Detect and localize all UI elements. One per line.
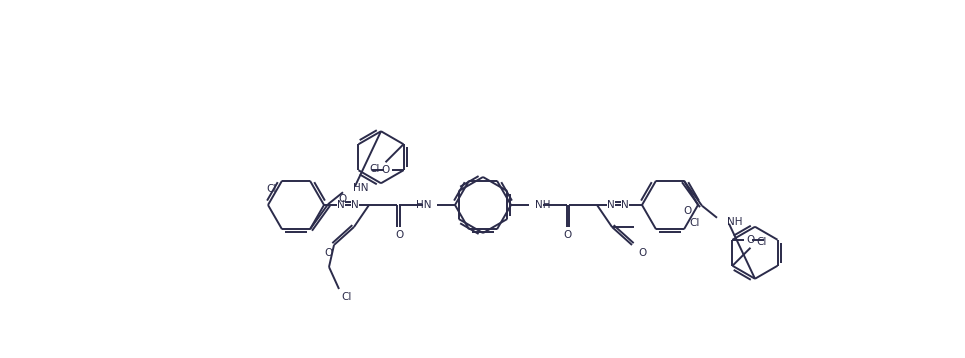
Text: O: O [338, 194, 346, 204]
Text: O: O [395, 230, 403, 240]
Text: Cl: Cl [266, 184, 277, 194]
Text: O: O [684, 206, 692, 216]
Text: NH: NH [535, 200, 550, 210]
Text: N: N [607, 200, 615, 210]
Text: O: O [638, 248, 647, 258]
Text: O: O [381, 165, 390, 175]
Text: N: N [621, 200, 629, 210]
Text: HN: HN [416, 200, 431, 210]
Text: O: O [747, 235, 755, 245]
Text: N: N [337, 200, 345, 210]
Text: NH: NH [727, 217, 742, 227]
Text: HN: HN [353, 183, 369, 193]
Text: O: O [563, 230, 571, 240]
Text: Cl: Cl [370, 164, 379, 174]
Text: O: O [324, 248, 332, 258]
Text: N: N [351, 200, 359, 210]
Text: Cl: Cl [689, 218, 700, 228]
Text: Cl: Cl [341, 292, 351, 302]
Text: Cl: Cl [757, 237, 767, 247]
